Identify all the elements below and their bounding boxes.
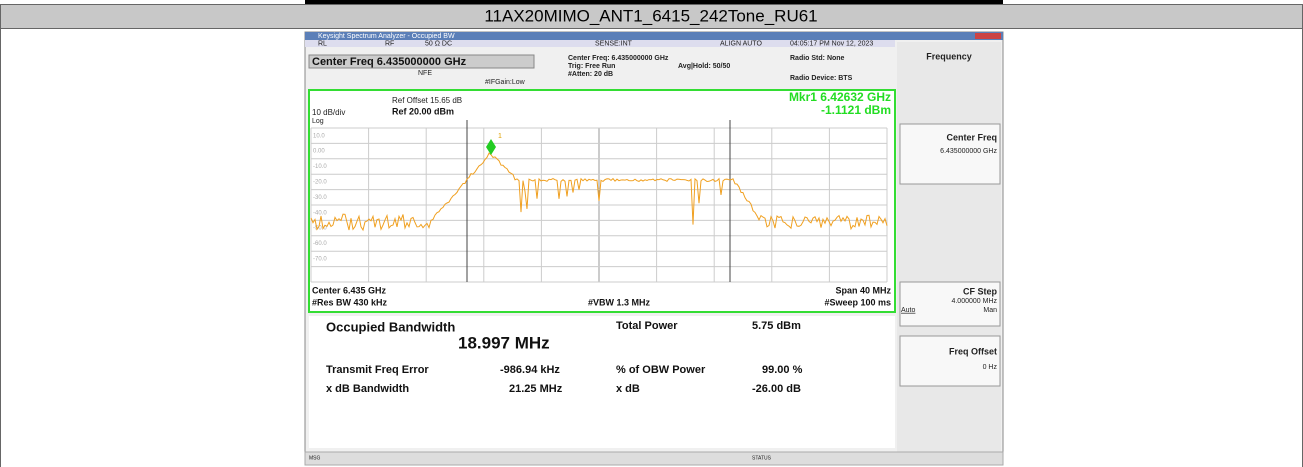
status-item: 50 Ω DC	[425, 40, 452, 47]
menu-label: CF Step	[963, 286, 998, 296]
window-titlebar	[305, 32, 1003, 40]
trace	[310, 152, 888, 232]
y-axis-label: -50.0	[313, 226, 327, 232]
center-freq-box-text: Center Freq 6.435000000 GHz	[312, 56, 467, 68]
results-panel	[309, 316, 895, 448]
menu-option[interactable]: Man	[983, 307, 997, 314]
menu-option[interactable]: Auto	[901, 307, 916, 314]
menu-button[interactable]	[899, 335, 1001, 387]
result-value: 21.25 MHz	[509, 383, 563, 395]
top-bar	[305, 0, 1003, 4]
setting: Center Freq: 6.435000000 GHz	[568, 55, 669, 62]
res-bw: #Res BW 430 kHz	[312, 297, 388, 307]
setting: Avg|Hold: 50/50	[678, 63, 730, 70]
footer-msg: MSG	[309, 455, 321, 461]
marker-freq: Mkr1 6.42632 GHz	[789, 90, 891, 104]
result-label: Total Power	[616, 320, 678, 332]
window-title: Keysight Spectrum Analyzer - Occupied BW	[318, 33, 455, 40]
graph-frame	[308, 89, 896, 313]
result-label: x dB	[616, 383, 640, 395]
result-label: % of OBW Power	[616, 364, 706, 376]
sweep: #Sweep 100 ms	[824, 297, 891, 307]
screenshot: Keysight Spectrum Analyzer - Occupied BW…	[304, 31, 1004, 466]
status-item: RF	[385, 40, 394, 47]
setting: Radio Device: BTS	[790, 75, 853, 82]
menu-label: Center Freq	[946, 132, 997, 142]
close-button[interactable]	[975, 33, 1001, 39]
status-line	[305, 40, 895, 47]
menu-panel	[897, 42, 1001, 452]
grid: 10.0 0.00 -10.0 -20.0 -30.0 -40.0 -50.0 -60.0 -7…	[310, 127, 888, 283]
y-axis-label: -20.0	[313, 179, 327, 185]
center: Center 6.435 GHz	[312, 285, 387, 295]
status-item: SENSE:INT	[595, 40, 633, 47]
footer-status: STATUS	[752, 455, 772, 461]
result-value: -26.00 dB	[752, 383, 801, 395]
setting: Trig: Free Run	[568, 63, 615, 70]
span: Span 40 MHz	[835, 285, 891, 295]
y-axis-label: -40.0	[313, 210, 327, 216]
y-axis-label: -60.0	[313, 241, 327, 247]
ref-offset: Ref Offset 15.65 dB	[392, 96, 462, 105]
marker	[486, 139, 496, 155]
scale: 10 dB/div	[312, 108, 345, 117]
header-title: 11AX20MIMO_ANT1_6415_242Tone_RU61	[484, 6, 817, 25]
result-value: 5.75 dBm	[752, 320, 801, 332]
result-value: 99.00 %	[762, 364, 803, 376]
menu-value: 6.435000000 GHz	[940, 148, 997, 155]
nfe: NFE	[418, 70, 432, 77]
y-axis-label: 0.00	[313, 149, 325, 155]
y-axis-label: -30.0	[313, 195, 327, 201]
log: Log	[312, 118, 324, 125]
center-freq-box[interactable]	[308, 54, 535, 69]
menu-value: 0 Hz	[983, 364, 998, 371]
result-label: x dB Bandwidth	[326, 383, 409, 395]
y-axis-label: 10.0	[313, 133, 325, 139]
menu-value: 4.000000 MHz	[951, 298, 997, 305]
status-item: 04:05:17 PM Nov 12, 2023	[790, 40, 873, 47]
menu-title: Frequency	[926, 51, 972, 61]
result-value: 18.997 MHz	[458, 333, 550, 352]
setting: Radio Std: None	[790, 55, 845, 62]
header-row	[0, 4, 1303, 29]
ifgain: #IFGain:Low	[485, 79, 526, 86]
marker-level: -1.1121 dBm	[821, 103, 891, 117]
result-label: Occupied Bandwidth	[326, 319, 455, 334]
menu-label: Freq Offset	[949, 346, 997, 356]
footer	[304, 451, 1004, 466]
marker-id: 1	[498, 133, 502, 140]
y-axis-label: -70.0	[313, 256, 327, 262]
result-value: -986.94 kHz	[500, 364, 560, 376]
ref-level: Ref 20.00 dBm	[392, 106, 454, 116]
menu-button[interactable]	[899, 281, 1001, 327]
status-item: ALIGN AUTO	[720, 40, 762, 47]
vbw: #VBW 1.3 MHz	[588, 297, 651, 307]
status-item: RL	[318, 40, 327, 47]
menu-button[interactable]	[899, 123, 1001, 185]
result-label: Transmit Freq Error	[326, 364, 429, 376]
setting: #Atten: 20 dB	[568, 71, 613, 78]
y-axis-label: -10.0	[313, 164, 327, 170]
